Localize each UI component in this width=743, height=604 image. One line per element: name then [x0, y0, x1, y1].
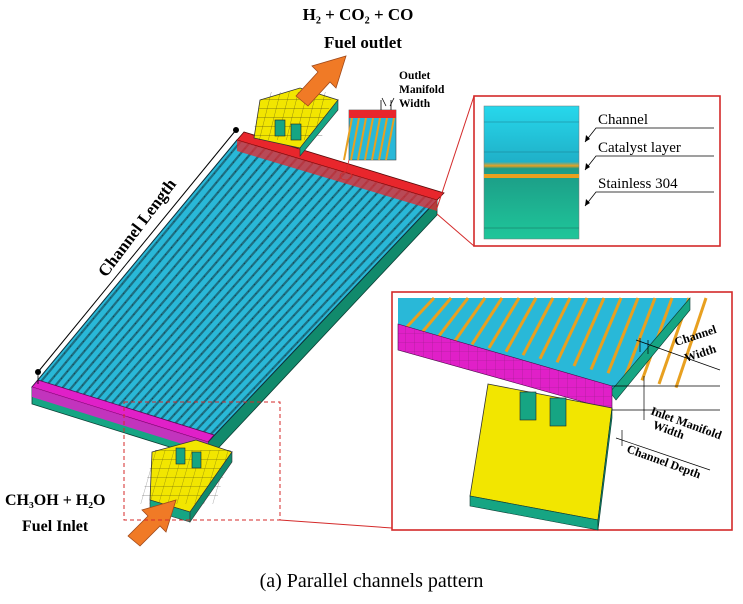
channel-rib — [126, 172, 346, 417]
layer-cross-section — [483, 105, 580, 240]
channel-rib — [168, 186, 394, 431]
channel-rib — [105, 165, 322, 411]
inlet-arrow-icon — [127, 499, 177, 547]
inset-channel-rib — [364, 117, 374, 161]
zoom-channel-rib — [504, 297, 538, 353]
channel-rib — [140, 176, 362, 422]
outlet-manifold-width-line1: Outlet — [399, 70, 430, 82]
channel-rib — [175, 188, 402, 433]
channel-rib — [98, 162, 314, 409]
zoom-channel-rib — [521, 297, 555, 356]
channel-rib — [119, 169, 338, 415]
outlet-label: Fuel outlet — [324, 33, 402, 52]
inlet-manifold-band — [32, 387, 208, 452]
channel-rib — [147, 179, 370, 424]
zoom-channel-rib — [487, 297, 521, 349]
figure-caption: (a) Parallel channels pattern — [259, 570, 484, 592]
zoom-channel-rib — [470, 297, 504, 346]
inset-channel-rib — [357, 117, 367, 161]
channel-rib — [133, 174, 354, 420]
inset-channels — [343, 117, 395, 161]
outlet-manifold-band — [237, 140, 437, 211]
parallel-channels — [34, 140, 434, 442]
channel-rib — [48, 145, 258, 394]
channel-rib — [203, 198, 434, 442]
outlet-arrow-icon — [295, 55, 347, 107]
layer-label-substrate: Stainless 304 — [598, 176, 678, 192]
channel-rib — [34, 140, 242, 389]
reactor-plate — [31, 131, 445, 461]
zoom-channel-rib — [419, 297, 453, 335]
outlet-manifold-width-line3: Width — [399, 98, 431, 110]
inlet-manifold — [31, 379, 215, 443]
channel-rib — [196, 195, 426, 440]
channel-rib — [112, 167, 330, 413]
channel-rib — [189, 193, 418, 438]
inset-channel-rib — [371, 117, 381, 161]
layer-label-catalyst: Catalyst layer — [598, 140, 681, 156]
outlet-manifold-inset — [339, 97, 397, 181]
layer-label-channel: Channel — [598, 112, 648, 128]
zoom-channel-rib — [538, 297, 572, 360]
outlet-formula: H₂ + CO₂ + CO — [303, 5, 414, 24]
channel-rib — [69, 152, 282, 400]
channel-rib — [62, 150, 274, 398]
channel-rib — [91, 160, 306, 406]
zoom-channel-rib — [436, 297, 470, 339]
inlet-formula: CH₃OH + H₂O — [5, 492, 106, 509]
inlet-zoom-callout — [123, 291, 733, 531]
channel-rib — [55, 147, 266, 396]
zoom-channel-rib — [674, 297, 708, 389]
channel-rib — [154, 181, 378, 426]
zoom-channels — [402, 296, 708, 389]
channel-rib — [182, 190, 410, 436]
inlet-label: Fuel Inlet — [22, 518, 89, 535]
outlet-manifold-width-line2: Manifold — [399, 84, 445, 96]
zoom-channel-rib — [606, 297, 640, 374]
inset-channel-rib — [343, 117, 353, 161]
inlet-port — [139, 439, 233, 523]
outlet-port — [251, 87, 339, 157]
inset-channel-rib — [378, 117, 388, 161]
zoom-channel-rib — [402, 296, 436, 332]
inset-channel-rib — [385, 117, 395, 161]
zoom-channel-rib — [589, 297, 623, 371]
layer-callout — [436, 95, 721, 247]
channel-rib — [84, 157, 298, 404]
zoom-channel-rib — [572, 297, 606, 367]
outlet-manifold — [236, 131, 445, 201]
zoom-channel-rib — [453, 297, 487, 342]
channel-rib — [77, 155, 290, 402]
zoom-channel-rib — [555, 297, 589, 364]
channel-length-dimension — [35, 127, 239, 384]
inset-channel-rib — [350, 117, 360, 161]
channel-rib — [162, 184, 386, 428]
zoom-channel-rib — [623, 297, 657, 378]
channel-rib — [41, 142, 250, 392]
